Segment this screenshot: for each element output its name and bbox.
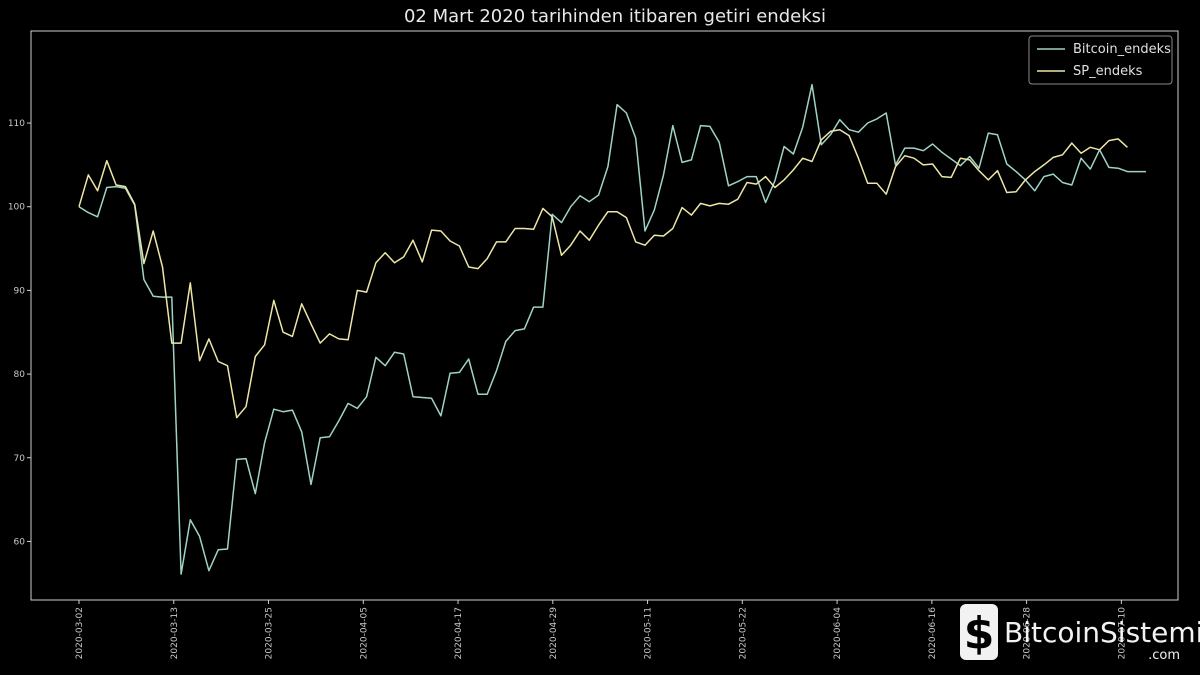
legend-box [1028, 35, 1173, 85]
x-tick-label: 2020-04-17 [454, 607, 464, 659]
svg-text:$: $ [964, 608, 995, 659]
x-tick-label: 2020-03-02 [75, 607, 85, 659]
plot-frame [30, 30, 1179, 601]
y-tick-label: 70 [14, 454, 26, 464]
legend: Bitcoin_endeks SP_endeks [1028, 35, 1173, 85]
watermark: $ BitcoinSistemi .com [960, 604, 1200, 663]
x-tick-label: 2020-03-13 [170, 607, 180, 659]
bitcoin-logo-icon: $ [960, 604, 998, 660]
x-tick-label: 2020-05-22 [738, 607, 748, 659]
y-tick-label: 90 [14, 286, 26, 296]
legend-label: Bitcoin_endeks [1073, 42, 1171, 57]
series-line-bitcoin-endeks [78, 83, 1146, 575]
series-lines [78, 83, 1146, 575]
chart-title: 02 Mart 2020 tarihinden itibaren getiri … [404, 6, 826, 27]
legend-label: SP_endeks [1073, 64, 1143, 79]
x-tick-label: 2020-06-04 [833, 607, 843, 660]
y-tick-label: 80 [14, 370, 26, 380]
y-tick-label: 110 [8, 119, 25, 129]
watermark-suffix: .com [1148, 648, 1180, 663]
y-tick-label: 100 [8, 203, 25, 213]
x-tick-label: 2020-05-11 [644, 607, 654, 659]
x-tick-label: 2020-04-05 [359, 607, 369, 659]
axes: 60 70 80 90 100 110 2020-03-02 2020-03-13 2020-0… [8, 30, 1179, 660]
x-tick-label: 2020-07-10 [1117, 607, 1127, 660]
x-tick-label: 2020-06-28 [1023, 607, 1033, 660]
series-line-sp-endeks [78, 128, 1128, 419]
x-tick-label: 2020-03-25 [265, 607, 275, 659]
watermark-brand: BitcoinSistemi [1004, 616, 1200, 649]
x-tick-label: 2020-06-16 [928, 607, 938, 660]
x-tick-label: 2020-04-29 [549, 607, 559, 660]
y-tick-label: 60 [14, 537, 26, 547]
